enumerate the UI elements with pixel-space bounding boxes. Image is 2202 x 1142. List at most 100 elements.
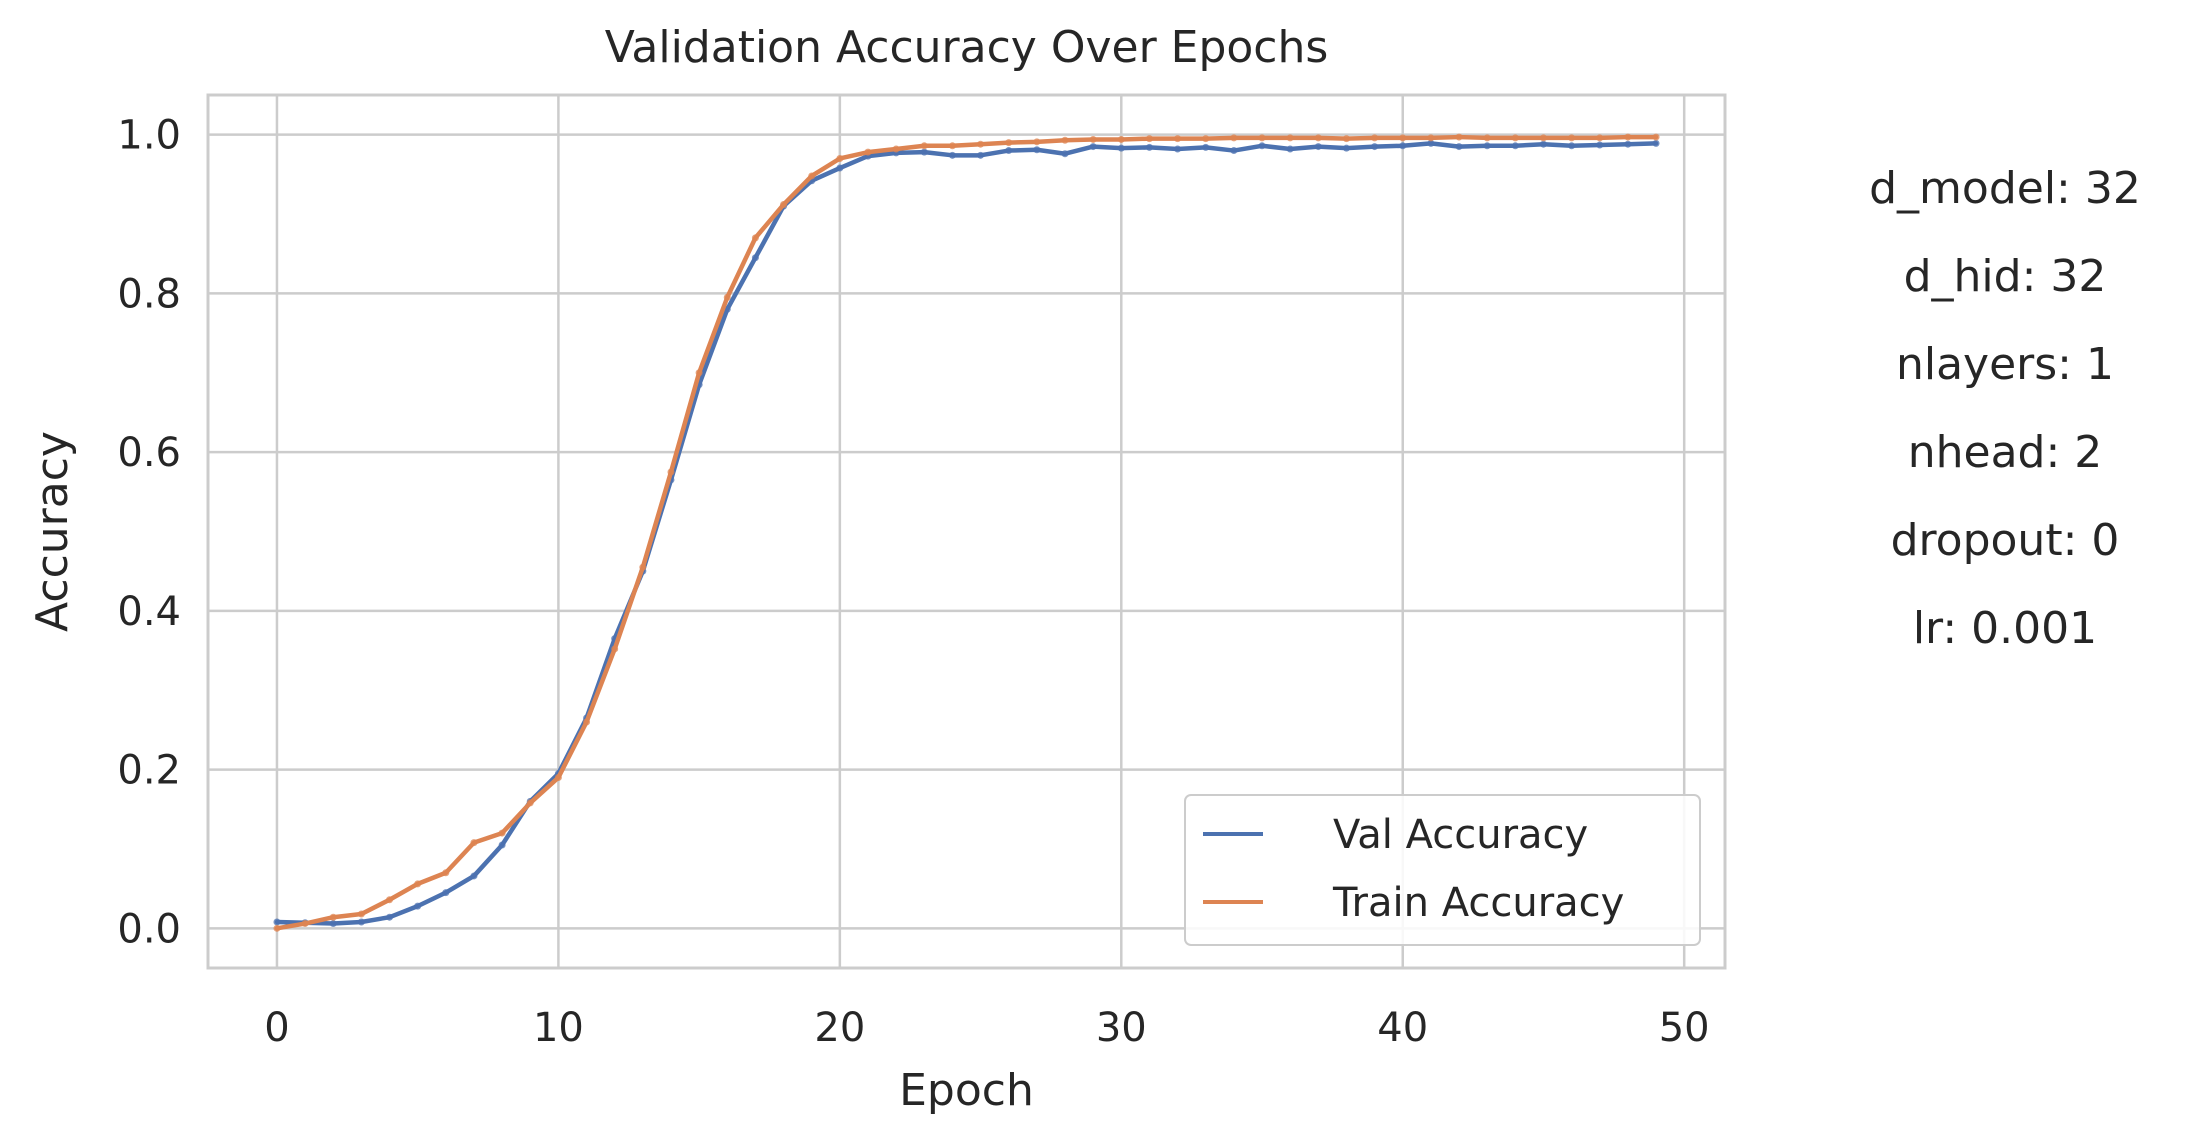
data-point-train-accuracy: [695, 369, 703, 377]
hp-nlayers: nlayers: 1: [1895, 339, 2114, 390]
data-point-train-accuracy: [273, 924, 281, 932]
chart-title: Validation Accuracy Over Epochs: [605, 22, 1329, 73]
data-point-train-accuracy: [780, 201, 788, 209]
data-point-val-accuracy: [1399, 142, 1407, 150]
data-point-val-accuracy: [1427, 139, 1435, 147]
y-tick-label: 0.0: [117, 906, 181, 952]
data-point-val-accuracy: [977, 151, 985, 159]
y-tick-label: 0.2: [117, 748, 181, 794]
y-tick-label: 0.6: [117, 430, 181, 476]
x-axis-label: Epoch: [899, 1065, 1034, 1116]
y-tick-label: 0.4: [117, 589, 181, 635]
series-line-val-accuracy: [274, 141, 1659, 926]
data-point-train-accuracy: [808, 172, 816, 180]
data-point-val-accuracy: [1005, 147, 1013, 155]
data-point-train-accuracy: [1314, 134, 1322, 142]
data-point-train-accuracy: [864, 148, 872, 156]
data-point-train-accuracy: [1033, 138, 1041, 146]
data-point-train-accuracy: [892, 145, 900, 153]
data-point-train-accuracy: [526, 799, 534, 807]
data-point-val-accuracy: [1652, 139, 1660, 147]
data-point-train-accuracy: [920, 142, 928, 150]
data-point-train-accuracy: [639, 563, 647, 571]
data-point-val-accuracy: [836, 164, 844, 172]
data-point-train-accuracy: [1511, 134, 1519, 142]
y-axis-label: Accuracy: [27, 431, 78, 632]
data-point-val-accuracy: [498, 841, 506, 849]
data-point-val-accuracy: [357, 918, 365, 926]
data-point-train-accuracy: [1596, 134, 1604, 142]
data-point-val-accuracy: [442, 889, 450, 897]
data-point-train-accuracy: [583, 718, 591, 726]
data-point-val-accuracy: [1314, 143, 1322, 151]
data-point-train-accuracy: [329, 913, 337, 921]
x-tick-label: 20: [814, 1005, 865, 1051]
data-point-train-accuracy: [836, 154, 844, 162]
data-point-train-accuracy: [1061, 136, 1069, 144]
data-point-train-accuracy: [1145, 135, 1153, 143]
hp-lr: lr: 0.001: [1912, 603, 2098, 654]
plot-frame: [206, 93, 1727, 970]
hp-d-model: d_model: 32: [1869, 163, 2141, 214]
data-point-val-accuracy: [470, 872, 478, 880]
data-point-val-accuracy: [329, 920, 337, 928]
data-point-val-accuracy: [273, 918, 281, 926]
data-point-val-accuracy: [414, 902, 422, 910]
data-point-train-accuracy: [1342, 135, 1350, 143]
data-point-val-accuracy: [1539, 140, 1547, 148]
data-point-train-accuracy: [1005, 139, 1013, 147]
data-point-train-accuracy: [1427, 134, 1435, 142]
legend-label-train-accuracy: Train Accuracy: [1332, 880, 1624, 926]
data-point-train-accuracy: [470, 839, 478, 847]
data-point-train-accuracy: [357, 910, 365, 918]
data-point-train-accuracy: [1117, 135, 1125, 143]
data-point-val-accuracy: [920, 148, 928, 156]
data-point-train-accuracy: [1089, 135, 1097, 143]
data-point-train-accuracy: [977, 140, 985, 148]
data-point-val-accuracy: [1230, 147, 1238, 155]
data-point-train-accuracy: [723, 293, 731, 301]
hp-dropout: dropout: 0: [1890, 515, 2120, 566]
data-point-val-accuracy: [1033, 146, 1041, 154]
legend: Val Accuracy Train Accuracy: [1184, 794, 1701, 946]
legend-box: [1184, 794, 1701, 946]
x-tick-label: 0: [264, 1005, 289, 1051]
data-point-train-accuracy: [751, 234, 759, 242]
data-point-val-accuracy: [1174, 145, 1182, 153]
data-point-val-accuracy: [1286, 145, 1294, 153]
x-tick-label: 30: [1096, 1005, 1147, 1051]
x-tick-label: 40: [1377, 1005, 1428, 1051]
data-point-train-accuracy: [1371, 134, 1379, 142]
hp-nhead: nhead: 2: [1907, 427, 2103, 478]
data-point-train-accuracy: [1539, 134, 1547, 142]
data-point-train-accuracy: [414, 880, 422, 888]
data-point-train-accuracy: [1286, 134, 1294, 142]
data-point-train-accuracy: [1568, 134, 1576, 142]
data-point-val-accuracy: [1455, 143, 1463, 151]
data-point-train-accuracy: [442, 869, 450, 877]
data-point-val-accuracy: [948, 151, 956, 159]
data-point-train-accuracy: [1258, 134, 1266, 142]
data-point-val-accuracy: [1061, 150, 1069, 158]
data-point-val-accuracy: [1596, 141, 1604, 149]
data-point-val-accuracy: [1145, 143, 1153, 151]
series-line-train-accuracy: [274, 134, 1659, 931]
data-point-train-accuracy: [498, 829, 506, 837]
data-point-train-accuracy: [611, 645, 619, 653]
data-point-val-accuracy: [1511, 142, 1519, 150]
data-point-train-accuracy: [1399, 134, 1407, 142]
data-point-train-accuracy: [1202, 135, 1210, 143]
data-point-val-accuracy: [1483, 142, 1491, 150]
data-point-train-accuracy: [386, 896, 394, 904]
x-tick-label: 10: [533, 1005, 584, 1051]
data-point-val-accuracy: [1624, 140, 1632, 148]
data-point-val-accuracy: [1568, 142, 1576, 150]
data-point-train-accuracy: [1624, 133, 1632, 141]
y-tick-label: 1.0: [117, 113, 181, 159]
x-tick-label: 50: [1659, 1005, 1710, 1051]
data-point-train-accuracy: [667, 468, 675, 476]
data-point-train-accuracy: [301, 920, 309, 928]
data-point-val-accuracy: [1258, 142, 1266, 150]
data-point-val-accuracy: [1089, 143, 1097, 151]
data-point-val-accuracy: [386, 913, 394, 921]
